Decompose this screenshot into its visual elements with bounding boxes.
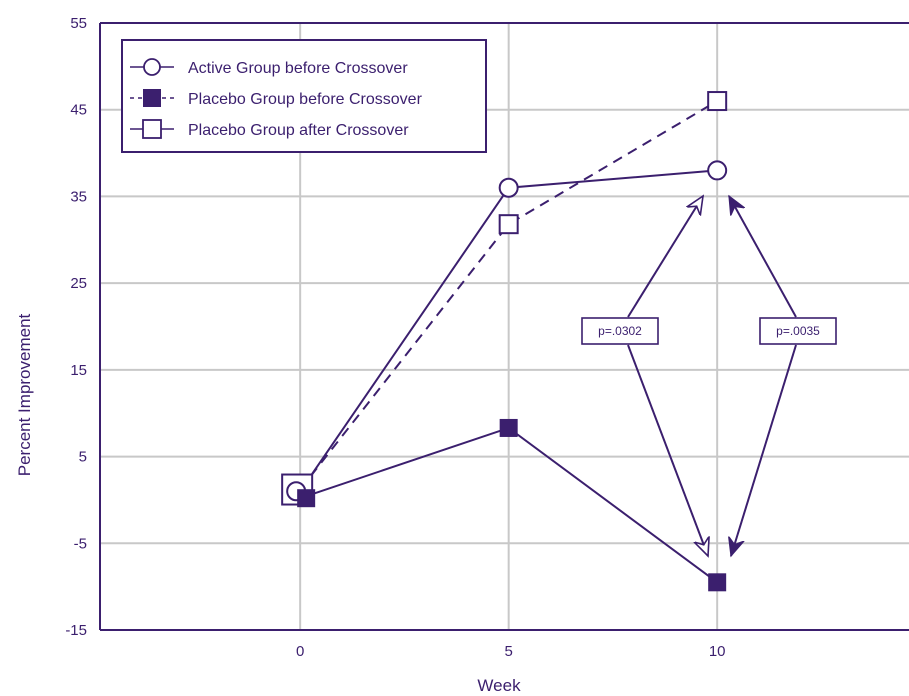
p-value-label: p=.0035: [776, 324, 820, 338]
x-tick-label: 5: [504, 643, 512, 660]
annotation-arrow-down: [731, 344, 797, 556]
x-tick-labels: 0 5 10: [296, 643, 726, 660]
point-filled-square: [499, 418, 518, 437]
legend: Active Group before Crossover Placebo Gr…: [121, 39, 487, 153]
legend-box: [121, 39, 487, 153]
point-open-circle: [498, 177, 519, 198]
y-tick-label: 55: [70, 15, 87, 32]
y-tick-label: 35: [70, 188, 87, 205]
open-circle-icon: [143, 58, 161, 76]
x-tick-label: 10: [709, 643, 726, 660]
legend-label-placebo-after: Placebo Group after Crossover: [188, 122, 409, 139]
legend-item-active: Active Group before Crossover: [130, 58, 408, 77]
annotation-arrow-down: [627, 344, 708, 556]
y-tick-label: 25: [70, 275, 87, 292]
p-value-box: [759, 317, 837, 345]
x-tick-label: 0: [296, 643, 304, 660]
legend-label-active: Active Group before Crossover: [188, 60, 408, 77]
point-open-square: [498, 214, 519, 235]
y-tick-labels: 55 45 35 25 15 5 -5 -15: [65, 15, 87, 639]
legend-item-placebo-before: Placebo Group before Crossover: [130, 89, 423, 108]
annotation-2: p=.0035: [728, 196, 837, 556]
point-open-square: [707, 91, 728, 112]
legend-label-placebo-before: Placebo Group before Crossover: [188, 91, 423, 108]
annotation-arrow-up: [728, 196, 797, 318]
plot-frame: [99, 22, 909, 631]
y-tick-label: -15: [65, 622, 87, 639]
p-value-label: p=.0302: [598, 324, 642, 338]
y-tick-label: -5: [74, 535, 87, 552]
y-axis-title: Percent Improvement: [15, 313, 34, 476]
series-line-3: [299, 100, 718, 491]
y-tick-label: 5: [79, 449, 87, 466]
p-value-box: [581, 317, 659, 345]
point-filled-square: [708, 573, 727, 592]
x-axis-title: Week: [477, 676, 521, 695]
point-open-circle: [707, 160, 728, 181]
open-square-icon: [142, 119, 162, 139]
legend-item-placebo-after: Placebo Group after Crossover: [130, 119, 409, 139]
annotation-arrow-up: [627, 196, 703, 318]
annotation-1: p=.0302: [581, 196, 708, 556]
y-tick-label: 15: [70, 362, 87, 379]
series-markers: [281, 91, 728, 592]
y-tick-label: 45: [70, 102, 87, 119]
filled-square-icon: [143, 89, 161, 107]
point-filled-square: [297, 489, 316, 508]
annotations: p=.0302 p=.0035: [581, 196, 837, 556]
